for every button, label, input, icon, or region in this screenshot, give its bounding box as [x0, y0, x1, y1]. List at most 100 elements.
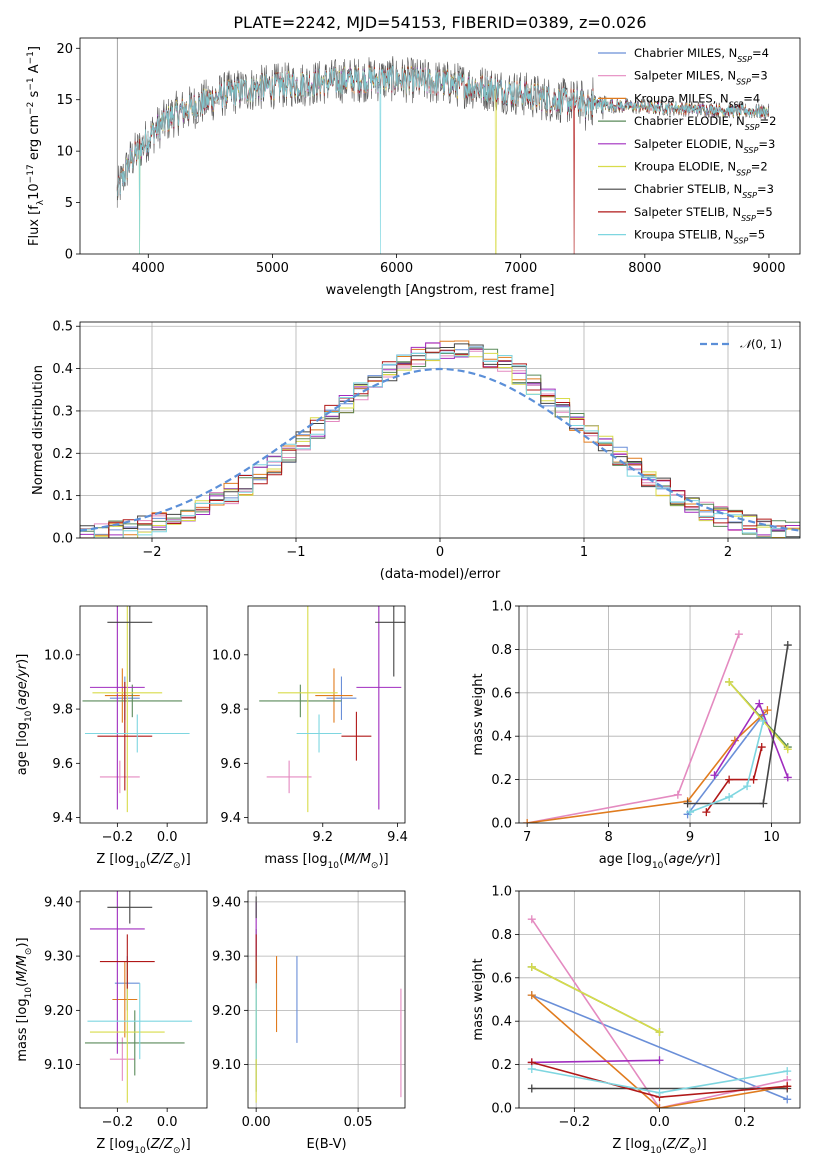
y-tick-label: 0.0 — [52, 532, 73, 547]
weight-marker — [783, 1095, 792, 1104]
weight-marker — [683, 799, 692, 808]
y-tick-label: 10.0 — [44, 648, 73, 663]
figure-title: PLATE=2242, MJD=54153, FIBERID=0389, z=0… — [233, 13, 646, 32]
weight-marker — [527, 1064, 536, 1073]
x-axis-label-part: mass [log — [264, 852, 327, 867]
y-axis-label: Normed distribution — [31, 365, 46, 495]
x-axis-label-part: ( — [146, 1137, 151, 1152]
axes-frame — [79, 605, 208, 824]
weight-marker — [783, 641, 792, 650]
legend-subscript: SSP — [744, 145, 759, 154]
y-tick-label: 0.2 — [52, 447, 73, 462]
x-axis-label-part: E(B-V) — [306, 1137, 346, 1152]
y-tick-label: 9.40 — [44, 895, 73, 910]
plot-area — [523, 630, 792, 823]
legend-subscript: SSP — [745, 123, 760, 132]
y-tick-label: 0.2 — [491, 773, 512, 788]
weight-marker — [755, 699, 764, 708]
x-tick-label: 9 — [686, 830, 694, 845]
x-tick-label: 7000 — [504, 261, 537, 276]
weight-marker — [725, 677, 734, 686]
y-axis-label-part: −17 — [26, 164, 36, 183]
errorbar-kroupa-stelib — [87, 983, 193, 1060]
legend-name: Chabrier ELODIE, N — [634, 114, 745, 128]
y-axis-label-part: ] — [27, 46, 42, 51]
legend-subscript: SSP — [741, 213, 756, 222]
x-tick-label: −0.2 — [559, 1115, 591, 1130]
legend-entry: Chabrier ELODIE, NSSP=2 — [634, 114, 776, 132]
x-axis-label-part: )] — [710, 852, 720, 867]
errorbar-salpeter-elodie — [89, 606, 145, 810]
x-tick-label: 5000 — [256, 261, 289, 276]
errorbar-chabrier-elodie — [84, 1010, 185, 1076]
y-axis-label-part: Flux [f — [27, 205, 42, 246]
x-tick-label: 8 — [604, 830, 612, 845]
legend-subscript: SSP — [734, 236, 749, 245]
x-tick-label: 0.0 — [157, 1115, 178, 1130]
plot-area — [84, 891, 193, 1103]
y-tick-label: 9.6 — [52, 757, 73, 772]
x-axis-label: age [log10(age/yr)] — [599, 852, 721, 871]
errorbar-salpeter-stelib — [97, 681, 153, 791]
y-axis-label-part: ( — [15, 706, 30, 711]
legend-name: Chabrier MILES, N — [634, 46, 737, 60]
legend-name: Salpeter STELIB, N — [634, 205, 741, 219]
y-axis-label-part: −2 — [26, 102, 36, 115]
weight-marker — [655, 1104, 664, 1108]
y-tick-label: 0.3 — [52, 404, 73, 419]
x-tick-label: 0.0 — [157, 830, 178, 845]
y-tick-label: 0.1 — [52, 489, 73, 504]
legend-value: =3 — [757, 182, 774, 196]
y-tick-label: 9.4 — [220, 811, 241, 826]
y-axis-label: mass [log10(M/M⊙)] — [15, 937, 34, 1061]
weight-marker — [734, 630, 743, 639]
x-axis-label-part: Z/Z — [150, 1137, 174, 1152]
errorbar-salpeter-elodie — [89, 891, 145, 1054]
y-axis-label-part: mass [log — [15, 998, 30, 1061]
legend-value: =3 — [751, 69, 768, 83]
x-tick-label: 0.00 — [242, 1115, 271, 1130]
weight-marker — [759, 717, 768, 726]
errorbar-kroupa-miles — [112, 961, 138, 1038]
y-axis-label-part: 10 — [27, 183, 42, 200]
legend-name: Kroupa MILES, N — [634, 91, 729, 105]
x-tick-label: 6000 — [380, 261, 413, 276]
x-axis-label-part: ( — [146, 852, 151, 867]
errorbar-kroupa-miles — [315, 668, 353, 723]
errorbar-kroupa-stelib — [84, 714, 190, 753]
x-axis-label-part: 10 — [328, 861, 340, 871]
y-tick-label: 0.4 — [52, 362, 73, 377]
plot-area — [80, 340, 800, 538]
x-axis-label-part: 10 — [652, 861, 664, 871]
x-axis-label-part: ⊙ — [689, 1146, 697, 1156]
panel-residual_hist: −2 −1 0 1 2 0.0 0.1 0.2 0.3 0.4 0.5 𝒩(0, 1) (data-mo… — [31, 320, 801, 582]
weight-marker — [759, 799, 768, 808]
x-axis-label-part: age [log — [599, 852, 652, 867]
y-axis-label-part: 10 — [24, 710, 34, 722]
weight-marker — [702, 808, 711, 817]
y-axis-label-part: −1 — [26, 51, 36, 64]
y-tick-label: 0.6 — [491, 971, 512, 986]
errorbar-chabrier-stelib — [107, 606, 153, 682]
weight-line-kroupa-stelib — [689, 720, 765, 813]
x-axis-label-part: ( — [662, 1137, 667, 1152]
panel-mass_vs_Z: −0.2 0.09.109.209.309.40Z [log10(Z/Z⊙)]ma… — [15, 890, 208, 1156]
x-tick-label: 4000 — [132, 261, 165, 276]
x-axis-label-part: )] — [181, 1137, 191, 1152]
y-axis-label-part: M/M — [15, 955, 30, 982]
legend-value: =2 — [760, 114, 777, 128]
errorbar-kroupa-stelib — [296, 714, 342, 753]
model-spectrum-kroupa-stelib — [116, 65, 770, 254]
errorbar-kroupa-miles — [104, 668, 140, 723]
y-tick-label: 9.10 — [212, 1058, 241, 1073]
y-tick-label: 5 — [65, 196, 73, 211]
y-axis-label-part: erg cm — [27, 115, 42, 164]
weight-marker — [783, 773, 792, 782]
y-axis-label: mass weight — [471, 673, 486, 755]
x-axis-label-part: ⊙ — [173, 1146, 181, 1156]
weight-marker — [783, 1082, 792, 1091]
normal-distribution-curve — [80, 367, 800, 532]
legend-value: =5 — [748, 228, 765, 242]
legend-value: =4 — [743, 91, 760, 105]
